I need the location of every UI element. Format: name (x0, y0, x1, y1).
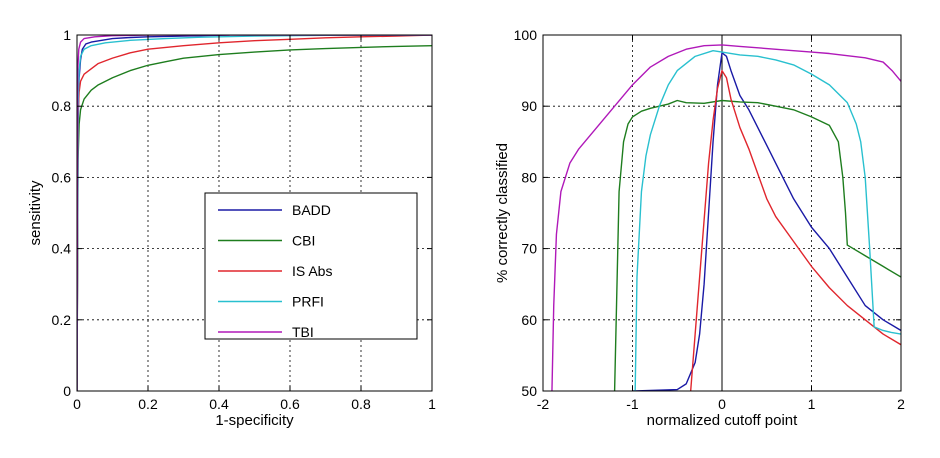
y-axis-title: sensitivity (27, 180, 44, 246)
y-tick-label: 70 (521, 241, 537, 257)
y-tick-label: 90 (521, 98, 537, 114)
x-tick-label: 0.8 (351, 396, 371, 412)
series-group (77, 35, 432, 391)
x-tick-label: -1 (626, 396, 639, 412)
x-tick-label: 0 (73, 396, 81, 412)
x-tick-label: 1 (428, 396, 436, 412)
legend: BADD CBI IS Abs PRFI TBI (204, 192, 418, 340)
series-line-badd (632, 52, 901, 391)
legend-label: TBI (292, 324, 314, 340)
legend-label: IS Abs (292, 263, 332, 279)
legend-label: PRFI (292, 294, 324, 310)
legend-label: CBI (292, 233, 315, 249)
y-axis-title: % correctly classified (494, 143, 511, 283)
classification-chart: -2 -1 0 1 2 50 60 70 80 90 100 normalized cutoff po… (494, 27, 905, 429)
y-tick-label: 0.4 (52, 241, 72, 257)
y-tick-label: 0.8 (52, 98, 72, 114)
x-tick-label: 0.2 (138, 396, 158, 412)
y-tick-label: 0.6 (52, 169, 72, 185)
y-tick-label: 50 (521, 383, 537, 399)
series-group (551, 44, 901, 391)
series-line-prfi (634, 49, 901, 391)
axes-frame (76, 34, 433, 392)
x-tick-label: 0.6 (280, 396, 300, 412)
legend-label: BADD (292, 202, 331, 218)
x-tick-label: 0 (718, 396, 726, 412)
y-tick-label: 0 (63, 383, 71, 399)
y-tick-label: 0.2 (52, 312, 72, 328)
x-tick-label: 0.4 (209, 396, 229, 412)
y-tick-label: 60 (521, 312, 537, 328)
x-axis-title: 1-specificity (215, 412, 294, 429)
x-tick-label: 1 (808, 396, 816, 412)
x-axis-title: normalized cutoff point (647, 412, 798, 429)
series-line-is-abs (689, 69, 901, 391)
roc-chart: 0 0.2 0.4 0.6 0.8 1 0 0.2 0.4 0.6 0.8 1 1-specificit… (27, 27, 436, 429)
y-tick-label: 100 (514, 27, 538, 43)
series-line-is-abs (77, 35, 432, 391)
y-tick-label: 80 (521, 169, 537, 185)
y-tick-label: 1 (63, 27, 71, 43)
x-tick-label: 2 (897, 396, 905, 412)
series-line-tbi (551, 44, 901, 391)
series-line-cbi (613, 99, 901, 391)
x-tick-label: -2 (537, 396, 550, 412)
legend-box (204, 192, 418, 340)
series-line-cbi (77, 44, 432, 391)
series-line-prfi (77, 35, 432, 391)
